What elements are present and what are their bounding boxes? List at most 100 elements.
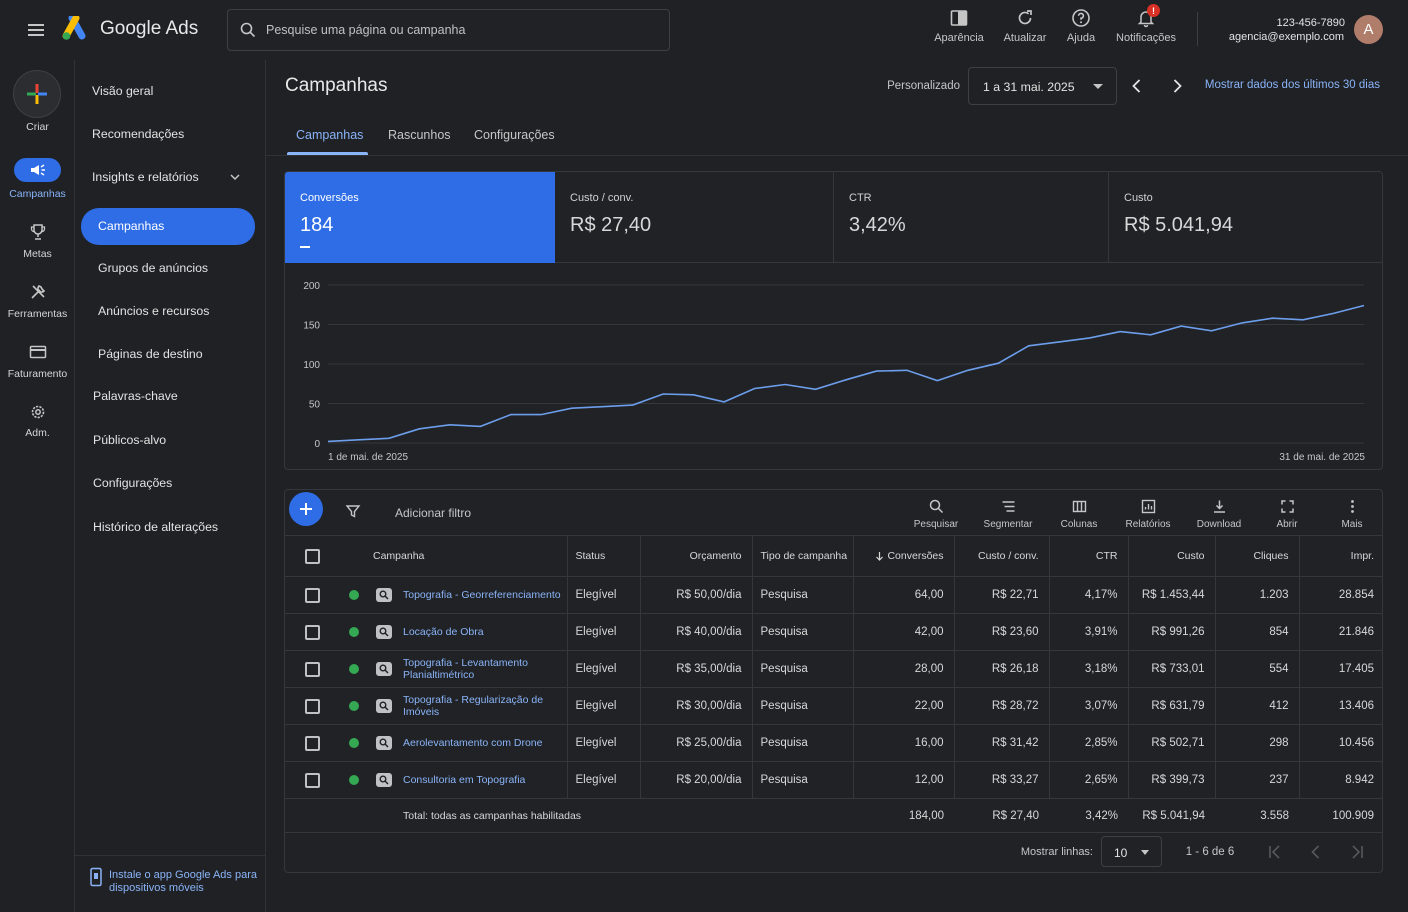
campaign-name-link[interactable]: Aerolevantamento com Drone — [403, 737, 543, 749]
help-button[interactable]: Ajuda — [1062, 6, 1100, 50]
table-row[interactable]: Aerolevantamento com Drone Elegível R$ 25,… — [285, 724, 1382, 762]
add-filter-button[interactable]: Adicionar filtro — [395, 506, 472, 520]
nav-item-settings[interactable]: Configurações — [93, 476, 173, 490]
row-clicks: 1.203 — [1215, 576, 1300, 614]
rail-tools-button[interactable] — [14, 280, 61, 304]
table-row[interactable]: Consultoria em Topografia Elegível R$ 20,0… — [285, 761, 1382, 799]
row-type-icon-cell — [369, 687, 399, 725]
nav-item-ads-assets[interactable]: Anúncios e recursos — [98, 304, 210, 318]
row-budget[interactable]: R$ 30,00/dia — [640, 687, 753, 725]
create-button[interactable] — [13, 70, 61, 118]
metric-ctr[interactable]: CTR 3,42% — [834, 172, 1109, 263]
nav-item-overview[interactable]: Visão geral — [92, 84, 154, 98]
header-campaign-type[interactable]: Tipo de campanha — [752, 535, 854, 577]
nav-item-recommendations[interactable]: Recomendações — [92, 127, 185, 141]
first-page-icon — [1266, 843, 1284, 861]
tab-settings[interactable]: Configurações — [474, 128, 555, 142]
avatar[interactable]: A — [1354, 15, 1383, 44]
row-budget[interactable]: R$ 35,00/dia — [640, 650, 753, 688]
row-campaign-cell: Topografia - Levantamento Planialtimétri… — [399, 650, 568, 688]
nav-item-change-history[interactable]: Histórico de alterações — [93, 520, 219, 534]
first-page-button[interactable] — [1266, 843, 1284, 861]
campaign-name-link[interactable]: Topografia - Levantamento Planialtimétri… — [403, 657, 528, 681]
metric-cost-label: Custo — [1124, 192, 1153, 204]
total-clicks: 3.558 — [1215, 798, 1299, 833]
rail-billing-button[interactable] — [14, 340, 61, 364]
campaign-name-link[interactable]: Topografia - Georreferenciamento — [403, 589, 561, 601]
tab-drafts[interactable]: Rascunhos — [388, 128, 451, 142]
campaign-name-link[interactable]: Consultoria em Topografia — [403, 774, 526, 786]
row-checkbox[interactable] — [304, 624, 320, 640]
row-checkbox[interactable] — [304, 587, 320, 603]
select-all-checkbox[interactable] — [304, 548, 320, 564]
rows-per-page-select[interactable]: 10 — [1101, 836, 1162, 867]
row-budget[interactable]: R$ 50,00/dia — [640, 576, 753, 614]
header-status[interactable]: Status — [567, 535, 641, 577]
rail-goals-button[interactable] — [14, 220, 61, 244]
header-budget[interactable]: Orçamento — [640, 535, 753, 577]
nav-item-audiences[interactable]: Públicos-alvo — [93, 433, 167, 447]
rail-campaigns-button[interactable] — [14, 158, 61, 182]
header-cost[interactable]: Custo — [1128, 535, 1216, 577]
header-conversions[interactable]: Conversões — [853, 535, 955, 577]
nav-item-insights[interactable]: Insights e relatórios — [92, 165, 257, 189]
tool-columns-button[interactable]: Colunas — [1049, 498, 1109, 530]
y-tick-label: 200 — [303, 281, 320, 292]
last-page-button[interactable] — [1348, 843, 1366, 861]
campaign-name-link[interactable]: Topografia - Regularização de Imóveis — [403, 694, 544, 718]
rail-admin-button[interactable] — [14, 400, 61, 424]
tab-campaigns[interactable]: Campanhas — [296, 128, 364, 142]
add-campaign-button[interactable] — [289, 492, 323, 526]
dropdown-caret-icon — [1141, 850, 1149, 855]
header-campaign[interactable]: Campanha — [369, 535, 568, 577]
row-checkbox[interactable] — [304, 735, 320, 751]
metric-cost[interactable]: Custo R$ 5.041,94 — [1109, 172, 1382, 263]
filter-icon[interactable] — [345, 503, 361, 519]
row-campaign-cell: Topografia - Regularização de Imóveis — [399, 687, 568, 725]
table-row[interactable]: Topografia - Regularização de Imóveis Ele… — [285, 687, 1382, 725]
row-ctr: 3,07% — [1049, 687, 1129, 725]
search-input[interactable] — [266, 20, 656, 40]
tool-segment-button[interactable]: Segmentar — [978, 498, 1038, 530]
date-range-select[interactable]: 1 a 31 mai. 2025 — [968, 67, 1117, 105]
tool-expand-button[interactable]: Abrir — [1257, 498, 1317, 530]
nav-item-campaigns[interactable]: Campanhas — [81, 208, 255, 245]
row-type-icon-cell — [369, 650, 399, 688]
metric-conversions[interactable]: Conversões 184 — [285, 172, 555, 263]
header-cost-per-conv[interactable]: Custo / conv. — [954, 535, 1050, 577]
row-checkbox[interactable] — [304, 772, 320, 788]
table-row[interactable]: Locação de Obra Elegível R$ 40,00/dia Pesqu… — [285, 613, 1382, 651]
nav-item-keywords[interactable]: Palavras-chave — [93, 389, 178, 403]
previous-page-button[interactable] — [1307, 843, 1325, 861]
row-checkbox[interactable] — [304, 698, 320, 714]
row-conversions: 64,00 — [853, 576, 955, 614]
nav-item-landing-pages[interactable]: Páginas de destino — [98, 347, 203, 361]
header-clicks[interactable]: Cliques — [1215, 535, 1300, 577]
tool-download-button[interactable]: Download — [1189, 498, 1249, 530]
table-row[interactable]: Topografia - Levantamento Planialtimétri… — [285, 650, 1382, 688]
refresh-label: Atualizar — [1003, 32, 1047, 44]
header-ctr[interactable]: CTR — [1049, 535, 1129, 577]
menu-icon[interactable] — [22, 18, 50, 42]
refresh-button[interactable]: Atualizar — [1000, 6, 1050, 50]
install-app-link[interactable]: Instale o app Google Ads para dispositiv… — [109, 869, 257, 894]
search-box[interactable] — [227, 9, 670, 51]
last-30-days-link[interactable]: Mostrar dados dos últimos 30 dias — [1204, 79, 1380, 91]
nav-item-ad-groups[interactable]: Grupos de anúncios — [98, 261, 209, 275]
previous-period-button[interactable] — [1127, 76, 1147, 96]
metric-cost-per-conv[interactable]: Custo / conv. R$ 27,40 — [555, 172, 834, 263]
tool-more-button[interactable]: Mais — [1322, 498, 1382, 530]
header-impressions[interactable]: Impr. — [1299, 535, 1382, 577]
next-period-button[interactable] — [1167, 76, 1187, 96]
row-budget[interactable]: R$ 40,00/dia — [640, 613, 753, 651]
tool-reports-button[interactable]: Relatórios — [1118, 498, 1178, 530]
table-row[interactable]: Topografia - Georreferenciamento Elegível… — [285, 576, 1382, 614]
row-budget[interactable]: R$ 25,00/dia — [640, 724, 753, 762]
notifications-button[interactable]: Notificações — [1112, 6, 1180, 50]
row-checkbox[interactable] — [304, 661, 320, 677]
tool-search-button[interactable]: Pesquisar — [906, 498, 966, 530]
row-budget[interactable]: R$ 20,00/dia — [640, 761, 753, 799]
campaign-name-link[interactable]: Locação de Obra — [403, 626, 484, 638]
row-campaign-type: Pesquisa — [752, 761, 854, 799]
appearance-button[interactable]: Aparência — [933, 6, 985, 50]
